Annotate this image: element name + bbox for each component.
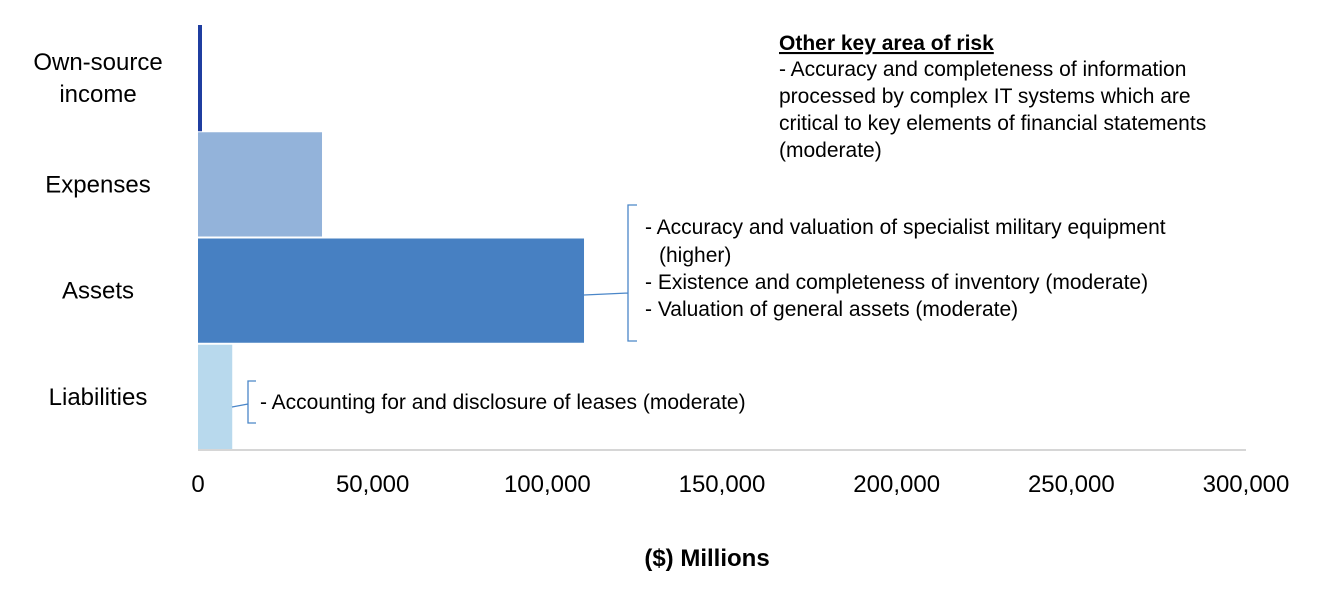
liabilities-risk-line: - Accounting for and disclosure of lease…	[260, 391, 746, 414]
other-risk-line: critical to key elements of financial st…	[779, 112, 1206, 135]
assets-risk-line: - Accuracy and valuation of specialist m…	[645, 216, 1166, 239]
x-tick-label: 300,000	[1203, 471, 1290, 498]
category-label: income	[59, 81, 136, 108]
category-labels: Own-source income Expenses Assets Liabilitie…	[33, 49, 162, 411]
x-tick-label: 50,000	[336, 471, 409, 498]
bar-assets	[198, 238, 585, 343]
other-risk-title: Other key area of risk	[779, 32, 994, 55]
x-tick-label: 0	[191, 471, 204, 498]
category-label: Assets	[62, 278, 134, 305]
other-risk-line: (moderate)	[779, 139, 882, 162]
category-label: Own-source	[33, 49, 162, 76]
x-tick-label: 250,000	[1028, 471, 1115, 498]
bar-liabilities	[198, 344, 233, 449]
bars-layer	[198, 25, 585, 449]
assets-risk-annotation: - Accuracy and valuation of specialist m…	[583, 204, 1166, 342]
other-risk-line: - Accuracy and completeness of informati…	[779, 58, 1186, 81]
assets-risk-line: - Existence and completeness of inventor…	[645, 271, 1148, 294]
category-label: Expenses	[45, 171, 150, 198]
category-label: Liabilities	[49, 384, 148, 411]
other-risk-annotation: Other key area of risk - Accuracy and co…	[779, 32, 1206, 162]
assets-bracket	[583, 204, 637, 342]
x-tick-label: 150,000	[679, 471, 766, 498]
x-tick-labels: 0 50,000 100,000 150,000 200,000 250,000 300,0…	[191, 471, 1289, 498]
x-tick-label: 100,000	[504, 471, 591, 498]
assets-risk-line: (higher)	[659, 244, 731, 267]
bar-expenses	[198, 132, 323, 237]
liabilities-bracket	[231, 380, 256, 424]
liabilities-risk-annotation: - Accounting for and disclosure of lease…	[231, 380, 746, 424]
other-risk-line: processed by complex IT systems which ar…	[779, 85, 1191, 108]
assets-risk-line: - Valuation of general assets (moderate)	[645, 298, 1018, 321]
x-axis-title: ($) Millions	[644, 545, 769, 572]
bar-own-source-income	[198, 25, 202, 132]
x-tick-label: 200,000	[853, 471, 940, 498]
